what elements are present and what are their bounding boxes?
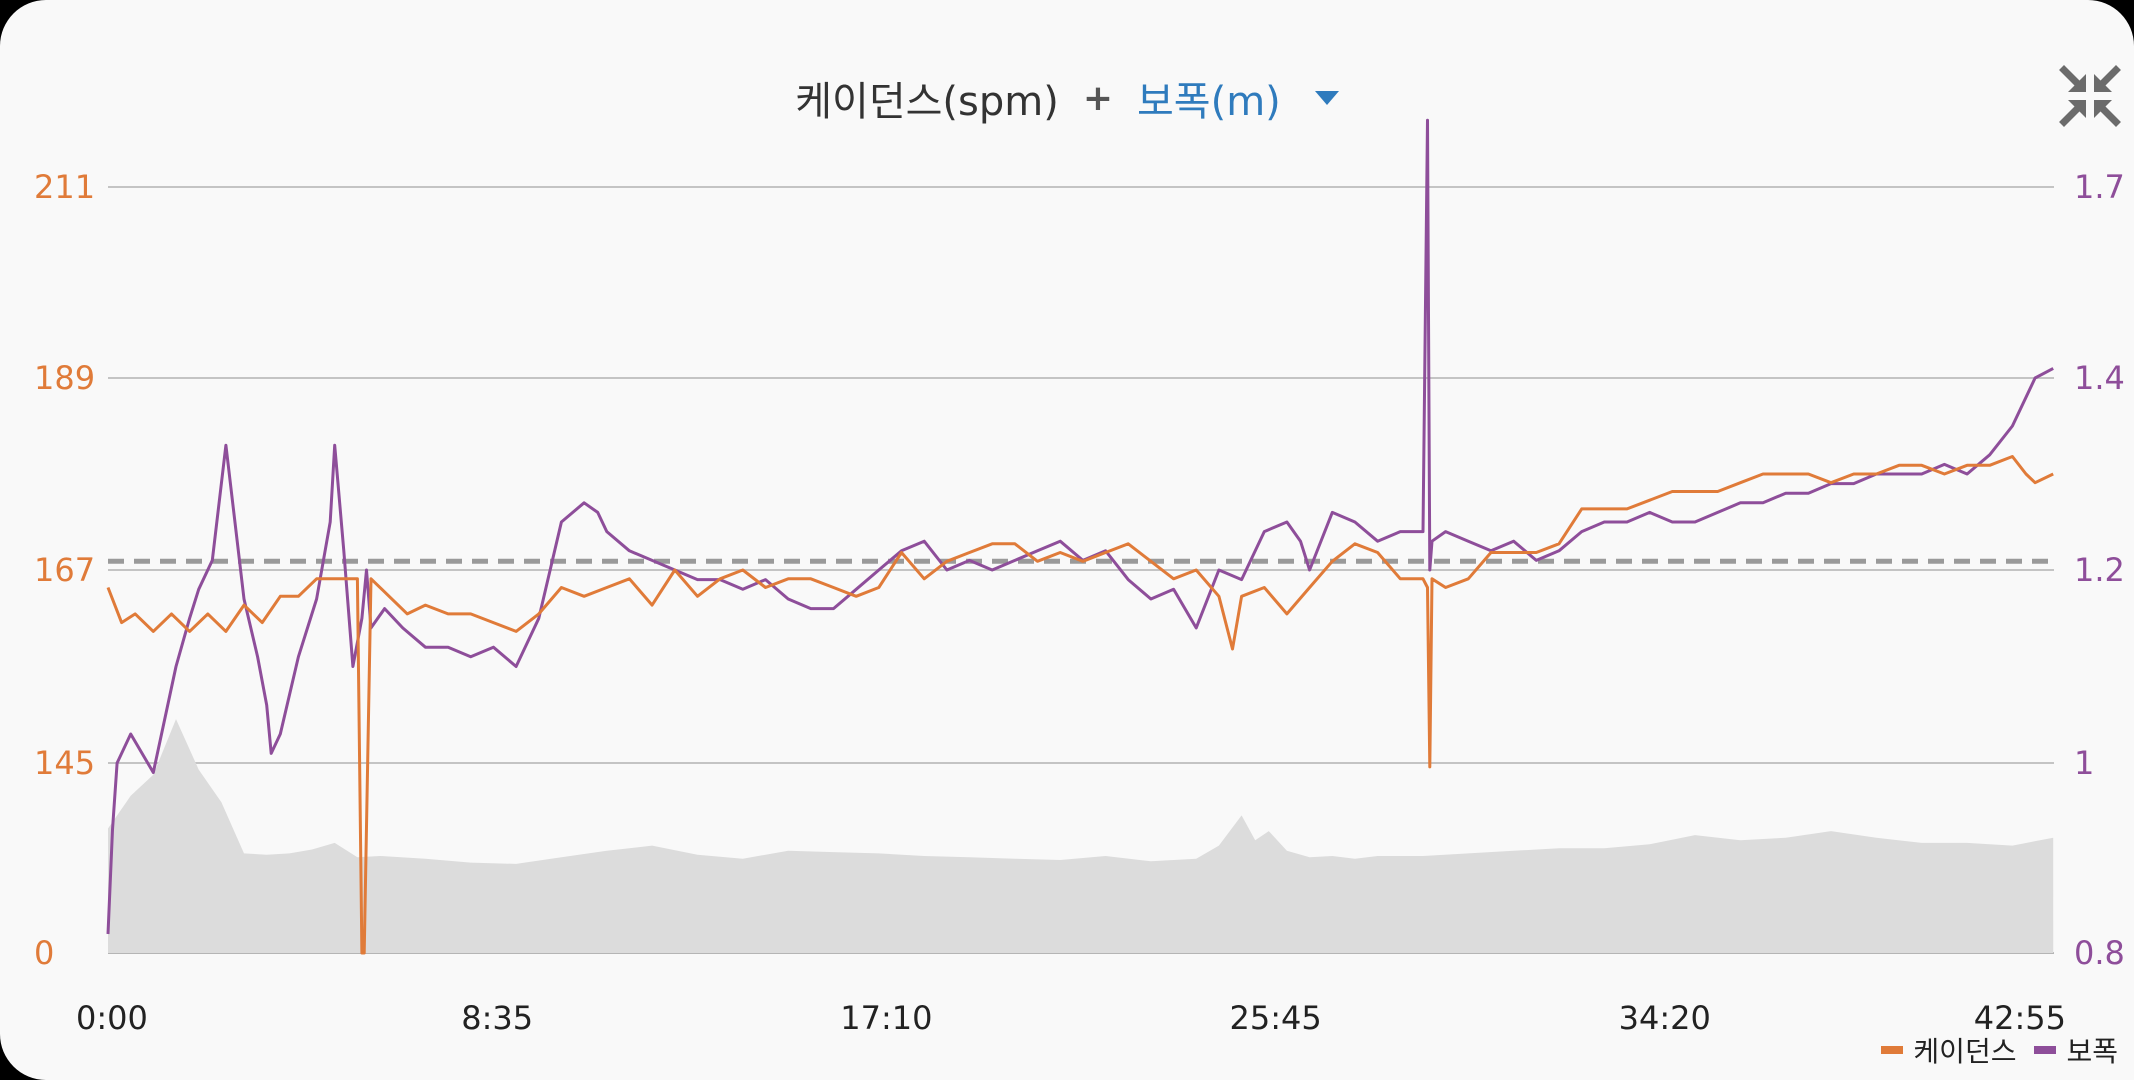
cadence-series [106, 455, 2054, 955]
axis-ticks: 0 145 167 189 211 0.8 1 1.2 1.4 1.7 0:00 8:35 17:10 2… [34, 168, 2125, 1037]
y-left-tick-label: 145 [34, 744, 95, 782]
x-tick-label: 8:35 [461, 999, 533, 1037]
y-right-tick-label: 1.7 [2074, 168, 2125, 206]
stride-line [106, 118, 2054, 935]
legend-swatch [2034, 1046, 2057, 1054]
y-right-tick-label: 1.4 [2074, 359, 2125, 397]
metric-selector[interactable]: 케이던스(spm) + 보폭(m) [0, 66, 2134, 130]
stride-series [106, 118, 2054, 935]
x-tick-label: 17:10 [840, 999, 932, 1037]
legend-label: 케이던스 [1913, 1035, 2017, 1068]
y-right-tick-label: 1.2 [2074, 551, 2125, 589]
triangle-down-icon[interactable] [1314, 91, 1339, 105]
y-left-tick-label: 189 [34, 359, 95, 397]
legend-swatch [1881, 1046, 1904, 1054]
legend: 케이던스 보폭 [1863, 1030, 2118, 1070]
x-tick-label: 42:55 [1974, 999, 2066, 1037]
cadence-line [106, 455, 2054, 955]
y-left-tick-label: 211 [34, 168, 95, 206]
secondary-metric-dropdown[interactable]: 보폭(m) [1137, 79, 1281, 125]
collapse-arrows-icon[interactable] [2058, 64, 2122, 128]
elevation-area-shape [108, 719, 2054, 953]
legend-item-cadence: 케이던스 [1881, 1030, 2016, 1070]
primary-metric-label: 케이던스(spm) [795, 79, 1059, 125]
plus-sign: + [1082, 77, 1113, 119]
grid [108, 186, 2054, 954]
x-tick-label: 0:00 [76, 999, 148, 1037]
legend-label: 보폭 [2066, 1035, 2118, 1068]
y-left-tick-label: 0 [34, 934, 54, 972]
elevation-area [108, 719, 2054, 953]
x-tick-label: 34:20 [1619, 999, 1711, 1037]
y-right-tick-label: 0.8 [2074, 934, 2125, 972]
x-tick-label: 25:45 [1229, 999, 1321, 1037]
y-left-tick-label: 167 [34, 551, 95, 589]
y-right-tick-label: 1 [2074, 744, 2094, 782]
legend-item-stride: 보폭 [2034, 1030, 2118, 1070]
